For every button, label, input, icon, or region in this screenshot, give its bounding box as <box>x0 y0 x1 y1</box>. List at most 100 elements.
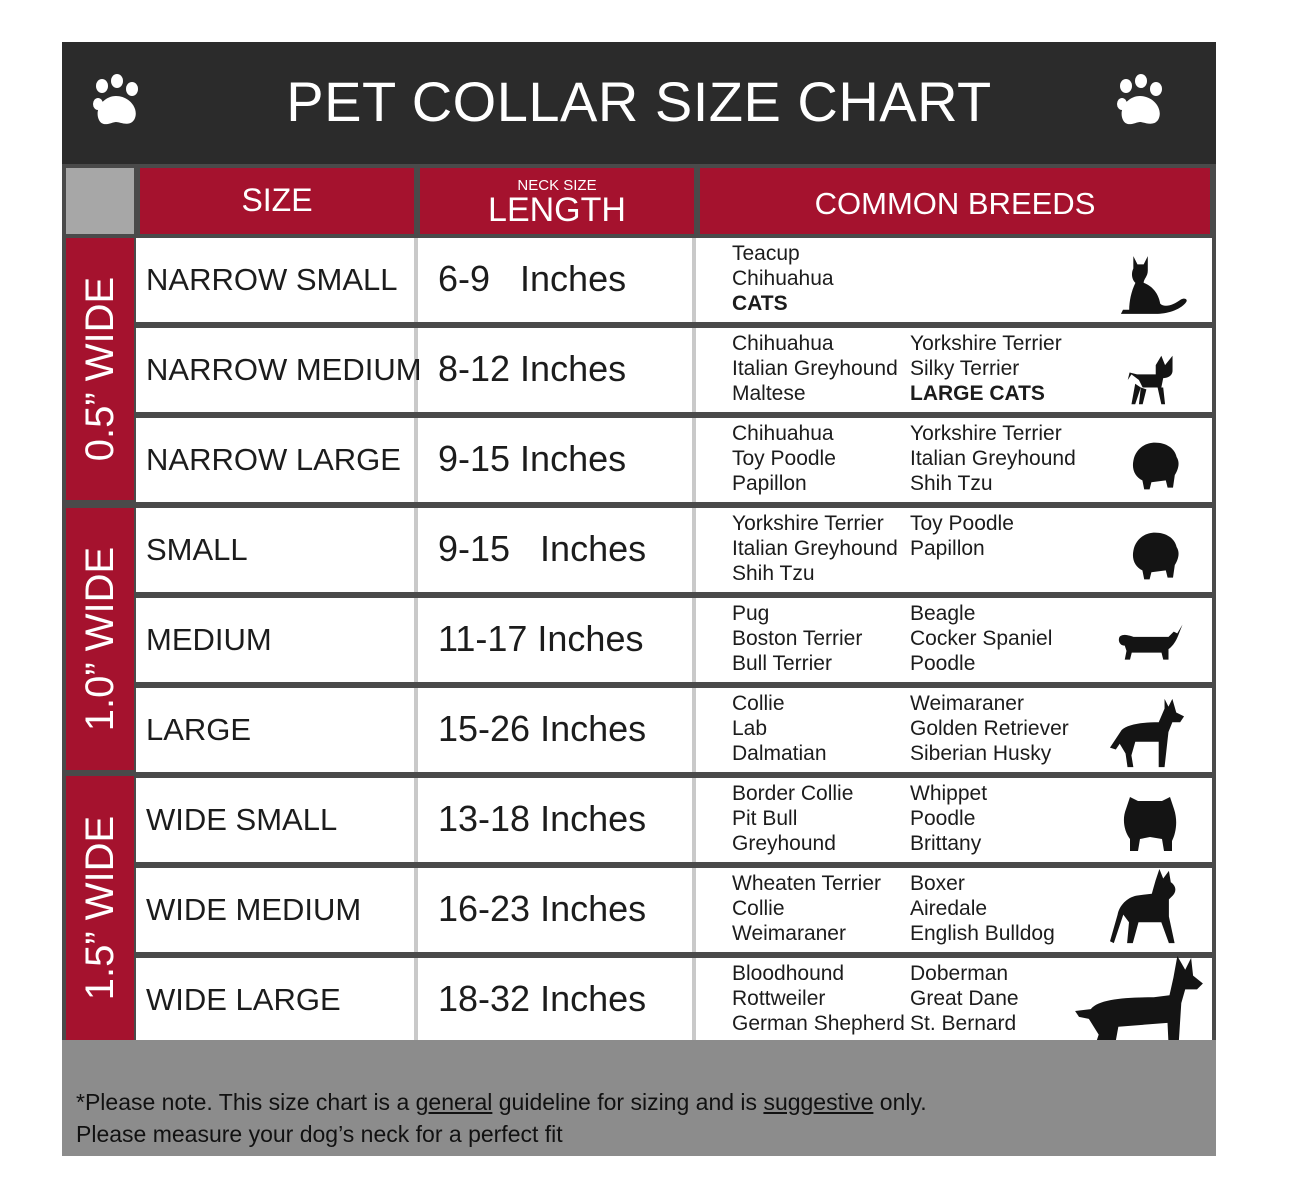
disclaimer-text: *Please note. This size chart is a gener… <box>76 1086 927 1150</box>
breed-list: Pug Boston Terrier Bull Terrier <box>732 601 862 676</box>
length-cell: 18-32 Inches <box>418 958 696 1042</box>
breed-list: Toy Poodle Papillon <box>910 511 1014 561</box>
table-row: NARROW MEDIUM 8-12 Inches Chihuahua Italian… <box>136 328 1212 412</box>
length-cell: 6-9 Inches <box>418 238 696 322</box>
breed-name: Toy Poodle <box>732 447 836 470</box>
width-band-1-0: 1.0” WIDE <box>66 508 134 770</box>
column-header-length: NECK SIZE LENGTH <box>420 168 694 234</box>
breed-name: Papillon <box>732 472 807 495</box>
emphasis-suggestive: suggestive <box>763 1089 874 1115</box>
breed-name: Yorkshire Terrier <box>910 422 1062 445</box>
size-cell: MEDIUM <box>136 598 418 682</box>
breed-name: Lab <box>732 717 768 740</box>
breed-name: Teacup <box>732 242 800 265</box>
breeds-cell: Teacup Chihuahua CATS <box>696 238 1212 322</box>
pitbull-icon <box>1110 869 1176 944</box>
breed-name: Golden Retriever <box>910 717 1069 740</box>
chart-title: PET COLLAR SIZE CHART <box>286 70 992 133</box>
breed-list: Doberman Great Dane St. Bernard <box>910 961 1019 1036</box>
breed-name: Maltese <box>732 382 806 405</box>
size-name: WIDE SMALL <box>146 802 338 837</box>
breed-name: Boston Terrier <box>732 627 863 650</box>
size-cell: NARROW MEDIUM <box>136 328 422 412</box>
neck-length: 15-26 Inches <box>438 708 647 749</box>
neck-length: 16-23 Inches <box>438 888 647 929</box>
emphasis-general: general <box>415 1089 493 1115</box>
breed-name-bold: LARGE CATS <box>910 382 1045 405</box>
neck-length: 18-32 Inches <box>438 978 647 1019</box>
size-name: SMALL <box>146 532 248 567</box>
table-corner <box>66 168 134 234</box>
size-name: NARROW MEDIUM <box>146 352 422 387</box>
breed-name: Bloodhound <box>732 962 845 985</box>
length-cell: 8-12 Inches <box>418 328 696 412</box>
breed-name: Rottweiler <box>732 987 826 1010</box>
disclaimer-part: only. <box>873 1089 927 1115</box>
breed-name: Pug <box>732 602 770 625</box>
breed-name: Bull Terrier <box>732 652 832 675</box>
breed-name: Poodle <box>910 807 976 830</box>
breed-name: English Bulldog <box>910 922 1055 945</box>
breed-name: Shih Tzu <box>910 472 993 495</box>
breeds-cell: Chihuahua Italian Greyhound Maltese Yorkshi… <box>696 328 1212 412</box>
breed-name: German Shepherd <box>732 1012 905 1035</box>
table-row: LARGE 15-26 Inches Collie Lab Dalmatian Weima… <box>136 688 1212 772</box>
breed-name: Italian Greyhound <box>910 447 1076 470</box>
length-cell: 9-15 Inches <box>418 508 696 592</box>
breed-name: Siberian Husky <box>910 742 1052 765</box>
breed-name: Yorkshire Terrier <box>732 512 884 535</box>
length-cell: 16-23 Inches <box>418 868 696 952</box>
breed-list: Wheaten Terrier Collie Weimaraner <box>732 871 881 946</box>
table-row: WIDE SMALL 13-18 Inches Border Collie Pit B… <box>136 778 1212 862</box>
paw-print-icon <box>93 74 138 125</box>
disclaimer-line-2: Please measure your dog’s neck for a per… <box>76 1121 563 1147</box>
breeds-cell: Yorkshire Terrier Italian Greyhound Shih T… <box>696 508 1212 592</box>
size-name: MEDIUM <box>146 622 272 657</box>
paw-print-icon <box>1117 74 1162 125</box>
neck-length: 9-15 Inches <box>438 438 627 479</box>
breed-list: Boxer Airedale English Bulldog <box>910 871 1055 946</box>
size-cell: NARROW LARGE <box>136 418 418 502</box>
neck-length: 13-18 Inches <box>438 798 647 839</box>
size-cell: NARROW SMALL <box>136 238 418 322</box>
breed-name: Beagle <box>910 602 976 625</box>
breed-name: Toy Poodle <box>910 512 1014 535</box>
breed-name: Wheaten Terrier <box>732 872 882 895</box>
breeds-cell: Collie Lab Dalmatian Weimaraner Golden Retri… <box>696 688 1212 772</box>
breed-list: Chihuahua Italian Greyhound Maltese <box>732 331 898 406</box>
breeds-cell: Wheaten Terrier Collie Weimaraner Boxer Aire… <box>696 868 1212 952</box>
column-header-length-label: LENGTH <box>488 191 626 229</box>
breed-name: Great Dane <box>910 987 1019 1010</box>
breed-name: Poodle <box>910 652 976 675</box>
chihuahua-icon <box>1127 355 1173 405</box>
breed-list: Yorkshire Terrier Silky Terrier LARGE CATS <box>910 331 1062 406</box>
breed-name: Yorkshire Terrier <box>910 332 1062 355</box>
breed-name: Border Collie <box>732 782 854 805</box>
size-name: NARROW SMALL <box>146 262 398 297</box>
width-band-label: 0.5” WIDE <box>78 276 122 462</box>
table-row: NARROW LARGE 9-15 Inches Chihuahua Toy Pood… <box>136 418 1212 502</box>
table-row: WIDE LARGE 18-32 Inches Bloodhound Rottweil… <box>136 955 1212 1065</box>
pomeranian-icon <box>1132 532 1179 580</box>
breed-name: Pit Bull <box>732 807 798 830</box>
breed-list: Yorkshire Terrier Italian Greyhound Shih T… <box>732 511 898 586</box>
breed-name: Doberman <box>910 962 1009 985</box>
breed-name: Whippet <box>910 782 988 805</box>
neck-length: 11-17 Inches <box>438 618 644 659</box>
size-chart: PET COLLAR SIZE CHART SIZE NECK SIZE LEN… <box>62 42 1216 1156</box>
column-header-breeds: COMMON BREEDS <box>700 168 1210 234</box>
size-name: NARROW LARGE <box>146 442 401 477</box>
width-band-label: 1.0” WIDE <box>78 546 122 732</box>
cat-icon <box>1120 256 1187 314</box>
neck-length: 9-15 Inches <box>438 528 647 569</box>
table-row: SMALL 9-15 Inches Yorkshire Terrier Italian… <box>136 508 1212 592</box>
size-cell: SMALL <box>136 508 418 592</box>
breed-name: Shih Tzu <box>732 562 815 585</box>
size-name: LARGE <box>146 712 252 747</box>
pomeranian-icon <box>1132 442 1179 490</box>
breed-list: Bloodhound Rottweiler German Shepherd <box>732 961 905 1036</box>
size-cell: WIDE LARGE <box>136 958 418 1042</box>
breed-list: Beagle Cocker Spaniel Poodle <box>910 601 1052 676</box>
chart-header: PET COLLAR SIZE CHART <box>62 42 1216 164</box>
breed-name: Italian Greyhound <box>732 357 898 380</box>
